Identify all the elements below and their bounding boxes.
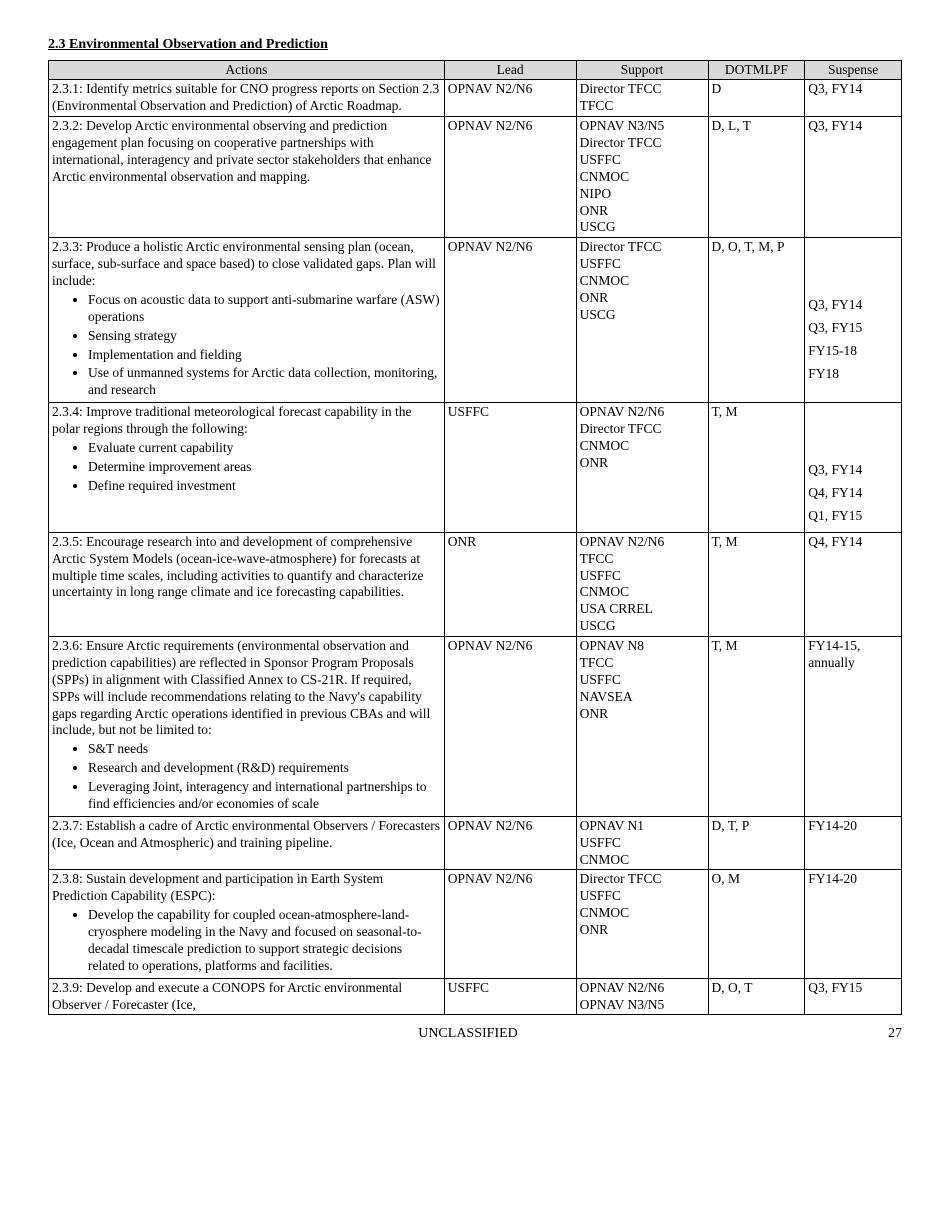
- cell-suspense: FY14-20: [805, 870, 902, 978]
- cell-lead: OPNAV N2/N6: [444, 238, 576, 403]
- action-bullet: Evaluate current capability: [88, 440, 441, 457]
- cell-suspense: Q3, FY14Q3, FY15FY15-18FY18: [805, 238, 902, 403]
- cell-dotmlpf: D, T, P: [708, 816, 805, 870]
- cell-actions: 2.3.2: Develop Arctic environmental obse…: [49, 117, 445, 238]
- action-bullet: Use of unmanned systems for Arctic data …: [88, 365, 441, 399]
- cell-actions: 2.3.3: Produce a holistic Arctic environ…: [49, 238, 445, 403]
- action-bullet: Leveraging Joint, interagency and intern…: [88, 779, 441, 813]
- cell-dotmlpf: D, O, T: [708, 978, 805, 1015]
- cell-dotmlpf: T, M: [708, 532, 805, 636]
- cell-actions: 2.3.9: Develop and execute a CONOPS for …: [49, 978, 445, 1015]
- cell-support: OPNAV N3/N5 Director TFCC USFFC CNMOC NI…: [576, 117, 708, 238]
- footer-classification: UNCLASSIFIED: [418, 1025, 518, 1043]
- col-lead: Lead: [444, 60, 576, 80]
- footer-page-number: 27: [888, 1025, 902, 1043]
- col-dotmlpf: DOTMLPF: [708, 60, 805, 80]
- cell-dotmlpf: D, O, T, M, P: [708, 238, 805, 403]
- table-row: 2.3.1: Identify metrics suitable for CNO…: [49, 80, 902, 117]
- action-bullet: Sensing strategy: [88, 328, 441, 345]
- cell-suspense: Q3, FY14: [805, 80, 902, 117]
- cell-suspense: FY14-15, annually: [805, 637, 902, 817]
- cell-actions: 2.3.1: Identify metrics suitable for CNO…: [49, 80, 445, 117]
- table-row: 2.3.4: Improve traditional meteorologica…: [49, 403, 902, 533]
- cell-actions: 2.3.4: Improve traditional meteorologica…: [49, 403, 445, 533]
- cell-support: OPNAV N1 USFFC CNMOC: [576, 816, 708, 870]
- cell-lead: OPNAV N2/N6: [444, 816, 576, 870]
- table-row: 2.3.3: Produce a holistic Arctic environ…: [49, 238, 902, 403]
- cell-support: OPNAV N8 TFCC USFFC NAVSEA ONR: [576, 637, 708, 817]
- cell-dotmlpf: O, M: [708, 870, 805, 978]
- cell-support: OPNAV N2/N6 TFCC USFFC CNMOC USA CRREL U…: [576, 532, 708, 636]
- cell-support: Director TFCC USFFC CNMOC ONR: [576, 870, 708, 978]
- cell-suspense: FY14-20: [805, 816, 902, 870]
- col-suspense: Suspense: [805, 60, 902, 80]
- table-row: 2.3.9: Develop and execute a CONOPS for …: [49, 978, 902, 1015]
- cell-support: Director TFCC TFCC: [576, 80, 708, 117]
- cell-lead: USFFC: [444, 403, 576, 533]
- table-header-row: Actions Lead Support DOTMLPF Suspense: [49, 60, 902, 80]
- cell-suspense: Q3, FY14Q4, FY14Q1, FY15: [805, 403, 902, 533]
- table-row: 2.3.5: Encourage research into and devel…: [49, 532, 902, 636]
- cell-actions: 2.3.7: Establish a cadre of Arctic envir…: [49, 816, 445, 870]
- cell-lead: OPNAV N2/N6: [444, 80, 576, 117]
- cell-suspense: Q3, FY15: [805, 978, 902, 1015]
- cell-lead: OPNAV N2/N6: [444, 117, 576, 238]
- cell-lead: OPNAV N2/N6: [444, 870, 576, 978]
- cell-dotmlpf: T, M: [708, 637, 805, 817]
- page-footer: UNCLASSIFIED 27: [48, 1025, 902, 1043]
- col-actions: Actions: [49, 60, 445, 80]
- action-bullet: Define required investment: [88, 478, 441, 495]
- action-bullet: Determine improvement areas: [88, 459, 441, 476]
- col-support: Support: [576, 60, 708, 80]
- cell-actions: 2.3.8: Sustain development and participa…: [49, 870, 445, 978]
- action-bullet: Implementation and fielding: [88, 347, 441, 364]
- action-bullet: S&T needs: [88, 741, 441, 758]
- cell-lead: ONR: [444, 532, 576, 636]
- cell-actions: 2.3.5: Encourage research into and devel…: [49, 532, 445, 636]
- table-row: 2.3.6: Ensure Arctic requirements (envir…: [49, 637, 902, 817]
- table-row: 2.3.2: Develop Arctic environmental obse…: [49, 117, 902, 238]
- cell-support: OPNAV N2/N6 OPNAV N3/N5: [576, 978, 708, 1015]
- cell-dotmlpf: D: [708, 80, 805, 117]
- cell-support: Director TFCC USFFC CNMOC ONR USCG: [576, 238, 708, 403]
- actions-table: Actions Lead Support DOTMLPF Suspense 2.…: [48, 60, 902, 1016]
- cell-lead: OPNAV N2/N6: [444, 637, 576, 817]
- cell-suspense: Q4, FY14: [805, 532, 902, 636]
- action-bullet: Focus on acoustic data to support anti-s…: [88, 292, 441, 326]
- cell-dotmlpf: T, M: [708, 403, 805, 533]
- action-bullet: Research and development (R&D) requireme…: [88, 760, 441, 777]
- cell-lead: USFFC: [444, 978, 576, 1015]
- cell-dotmlpf: D, L, T: [708, 117, 805, 238]
- cell-actions: 2.3.6: Ensure Arctic requirements (envir…: [49, 637, 445, 817]
- cell-support: OPNAV N2/N6 Director TFCC CNMOC ONR: [576, 403, 708, 533]
- table-row: 2.3.8: Sustain development and participa…: [49, 870, 902, 978]
- section-title: 2.3 Environmental Observation and Predic…: [48, 36, 902, 54]
- table-row: 2.3.7: Establish a cadre of Arctic envir…: [49, 816, 902, 870]
- cell-suspense: Q3, FY14: [805, 117, 902, 238]
- action-bullet: Develop the capability for coupled ocean…: [88, 907, 441, 975]
